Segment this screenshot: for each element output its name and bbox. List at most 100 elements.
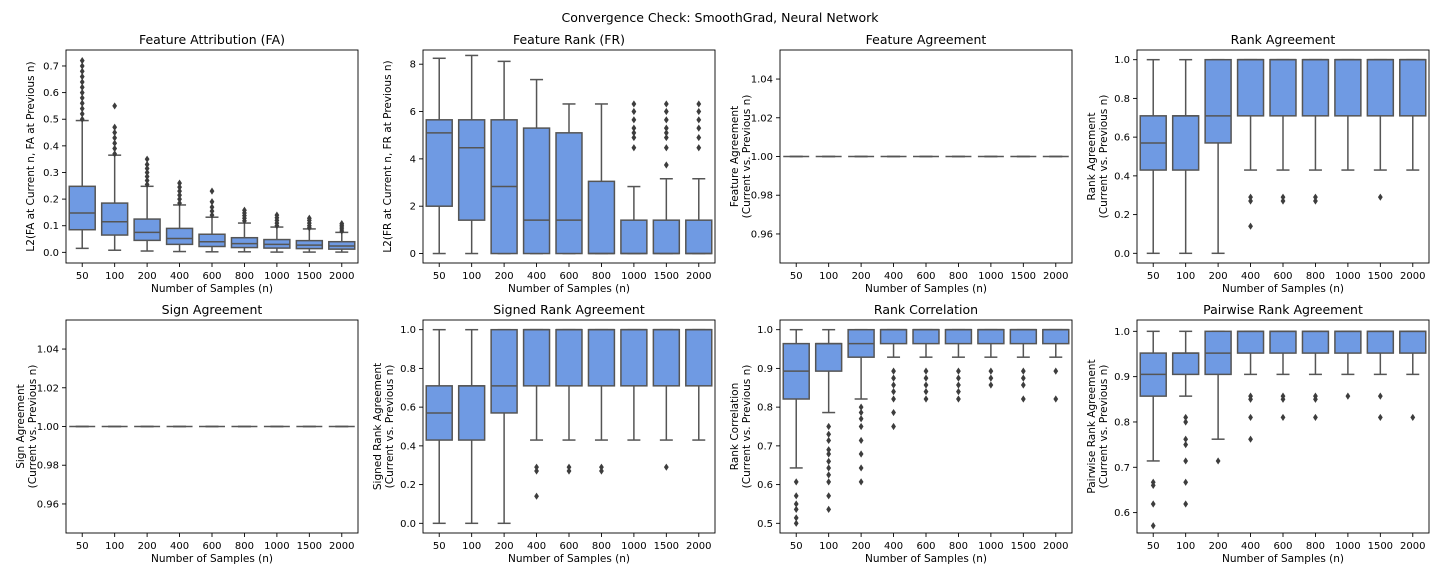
outlier-point	[1183, 457, 1189, 465]
x-tick-label: 100	[105, 271, 124, 282]
outlier-point	[826, 471, 832, 479]
outlier-point	[1248, 222, 1253, 230]
box-400	[879, 328, 908, 431]
outlier-point	[923, 374, 929, 382]
outlier-point	[144, 160, 150, 169]
panel-title: Feature Rank (FR)	[513, 32, 625, 47]
y-axis-label: (Current vs. Previous n)	[384, 365, 396, 489]
x-tick-label: 800	[592, 271, 611, 282]
outlier-point	[1020, 395, 1026, 403]
box-2000	[685, 328, 713, 441]
box-1000	[620, 328, 648, 441]
x-axis-label: Number of Samples (n)	[1222, 553, 1344, 565]
y-axis-label: (Current vs. Previous n)	[1098, 365, 1110, 489]
y-tick-label: 0.6	[1114, 133, 1130, 144]
y-axis-label: Rank Correlation	[729, 383, 741, 470]
x-tick-label: 200	[852, 271, 871, 282]
box-50	[68, 57, 96, 250]
box-600	[1269, 58, 1297, 205]
outlier-point	[891, 422, 896, 431]
outlier-point	[663, 161, 669, 169]
x-tick-label: 200	[852, 541, 871, 552]
box-200	[133, 155, 161, 252]
y-tick-label: 0.8	[400, 364, 416, 375]
outlier-point	[177, 179, 182, 187]
y-tick-label: 1.0	[757, 325, 773, 336]
iqr-box	[425, 119, 453, 207]
outlier-point	[956, 367, 961, 375]
x-axis-label: Number of Samples (n)	[508, 283, 630, 295]
outlier-point	[79, 78, 85, 86]
y-tick-label: 0.4	[1114, 171, 1130, 182]
outlier-point	[696, 100, 702, 108]
iqr-box	[1236, 330, 1265, 354]
panel-title: Pairwise Rank Agreement	[1203, 302, 1363, 317]
x-axis-label: Number of Samples (n)	[865, 553, 987, 565]
outlier-point	[858, 478, 864, 486]
y-tick-label: 0.98	[37, 461, 59, 472]
outlier-point	[858, 464, 864, 472]
box-200	[490, 60, 518, 255]
box-2000	[328, 219, 356, 253]
iqr-box	[522, 328, 551, 387]
box-1000	[1334, 58, 1362, 171]
x-tick-label: 100	[462, 271, 481, 282]
outlier-point	[1280, 193, 1286, 201]
y-axis-label: (Current vs. Previous n)	[741, 95, 753, 219]
y-tick-label: 0.9	[757, 364, 773, 375]
y-tick-label: 0.8	[1114, 417, 1130, 428]
outlier-point	[79, 67, 85, 75]
iqr-box	[814, 342, 843, 372]
iqr-box	[685, 328, 713, 387]
outlier-point	[923, 367, 929, 375]
outlier-point	[793, 519, 799, 527]
box-600	[1269, 330, 1297, 422]
outlier-point	[1150, 522, 1156, 530]
outlier-point	[988, 367, 994, 375]
iqr-box	[1236, 58, 1265, 117]
x-tick-label: 1500	[1011, 271, 1036, 282]
outlier-point	[177, 195, 182, 203]
box-400	[522, 78, 551, 255]
box-600	[198, 187, 226, 253]
x-tick-label: 1500	[297, 271, 322, 282]
iqr-box	[944, 328, 973, 345]
box-400	[1236, 58, 1265, 230]
outlier-point	[112, 139, 118, 147]
figure-suptitle: Convergence Check: SmoothGrad, Neural Ne…	[561, 10, 879, 25]
y-tick-label: 0.5	[757, 519, 773, 530]
panel-title: Signed Rank Agreement	[493, 302, 645, 317]
x-tick-label: 400	[1241, 271, 1260, 282]
outlier-point	[534, 463, 539, 471]
outlier-point	[1183, 435, 1189, 443]
outlier-point	[534, 467, 539, 475]
box-50	[425, 57, 453, 255]
box-600	[555, 103, 583, 255]
outlier-point	[923, 388, 929, 396]
outlier-point	[793, 500, 799, 508]
box-800	[1301, 58, 1330, 205]
box-100	[814, 328, 843, 513]
outlier-point	[663, 133, 669, 142]
outlier-point	[696, 116, 702, 124]
outlier-point	[988, 374, 994, 382]
outlier-point	[923, 395, 929, 403]
y-tick-label: 8	[410, 60, 416, 71]
outlier-point	[988, 381, 994, 389]
y-tick-label: 1.02	[37, 383, 59, 394]
x-tick-label: 400	[527, 271, 546, 282]
y-tick-label: 2	[410, 202, 416, 213]
x-tick-label: 1000	[1335, 271, 1360, 282]
panel-title: Rank Correlation	[874, 302, 978, 317]
y-tick-label: 0.98	[751, 191, 773, 202]
outlier-point	[663, 144, 669, 152]
x-tick-label: 1000	[264, 541, 289, 552]
box-1000	[977, 328, 1005, 389]
outlier-point	[79, 110, 85, 118]
x-axis-label: Number of Samples (n)	[151, 283, 273, 295]
outlier-point	[1345, 392, 1351, 400]
iqr-box	[1366, 330, 1395, 354]
outlier-point	[112, 102, 118, 110]
outlier-point	[858, 415, 864, 423]
iqr-box	[1171, 352, 1200, 376]
